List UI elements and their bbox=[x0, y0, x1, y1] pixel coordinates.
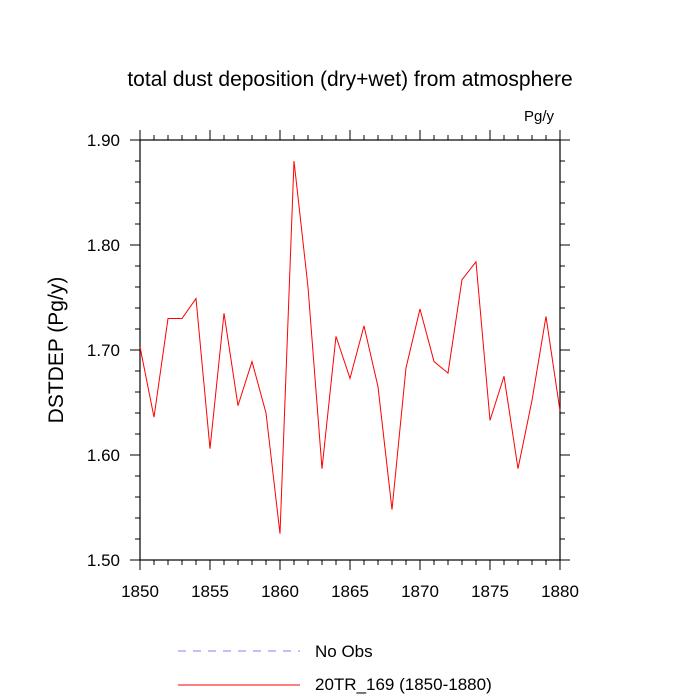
x-tick-label: 1865 bbox=[331, 582, 369, 601]
y-axis-label: DSTDEP (Pg/y) bbox=[45, 277, 68, 424]
chart-title: total dust deposition (dry+wet) from atm… bbox=[127, 68, 573, 91]
series-group bbox=[139, 160, 561, 534]
plot-frame bbox=[139, 139, 561, 561]
series-line-1 bbox=[139, 160, 561, 534]
x-tick-label: 1855 bbox=[191, 582, 229, 601]
y-tick-label: 1.70 bbox=[87, 341, 120, 360]
x-tick-label: 1850 bbox=[121, 582, 159, 601]
y-tick-label: 1.60 bbox=[87, 446, 120, 465]
x-tick-label: 1870 bbox=[401, 582, 439, 601]
units-label: Pg/y bbox=[524, 108, 555, 125]
x-tick-label: 1860 bbox=[261, 582, 299, 601]
x-tick-label: 1875 bbox=[471, 582, 509, 601]
axis-ticks bbox=[130, 130, 570, 570]
y-tick-label: 1.80 bbox=[87, 236, 120, 255]
y-tick-label: 1.50 bbox=[87, 551, 120, 570]
x-tick-labels: 1850 1855 1860 1865 1870 1875 1880 bbox=[121, 582, 579, 601]
y-tick-labels: 1.50 1.60 1.70 1.80 1.90 bbox=[87, 131, 120, 570]
x-tick-label: 1880 bbox=[541, 582, 579, 601]
y-tick-label: 1.90 bbox=[87, 131, 120, 150]
legend-label-20tr-169: 20TR_169 (1850-1880) bbox=[315, 675, 492, 694]
legend-label-no-obs: No Obs bbox=[315, 642, 373, 661]
